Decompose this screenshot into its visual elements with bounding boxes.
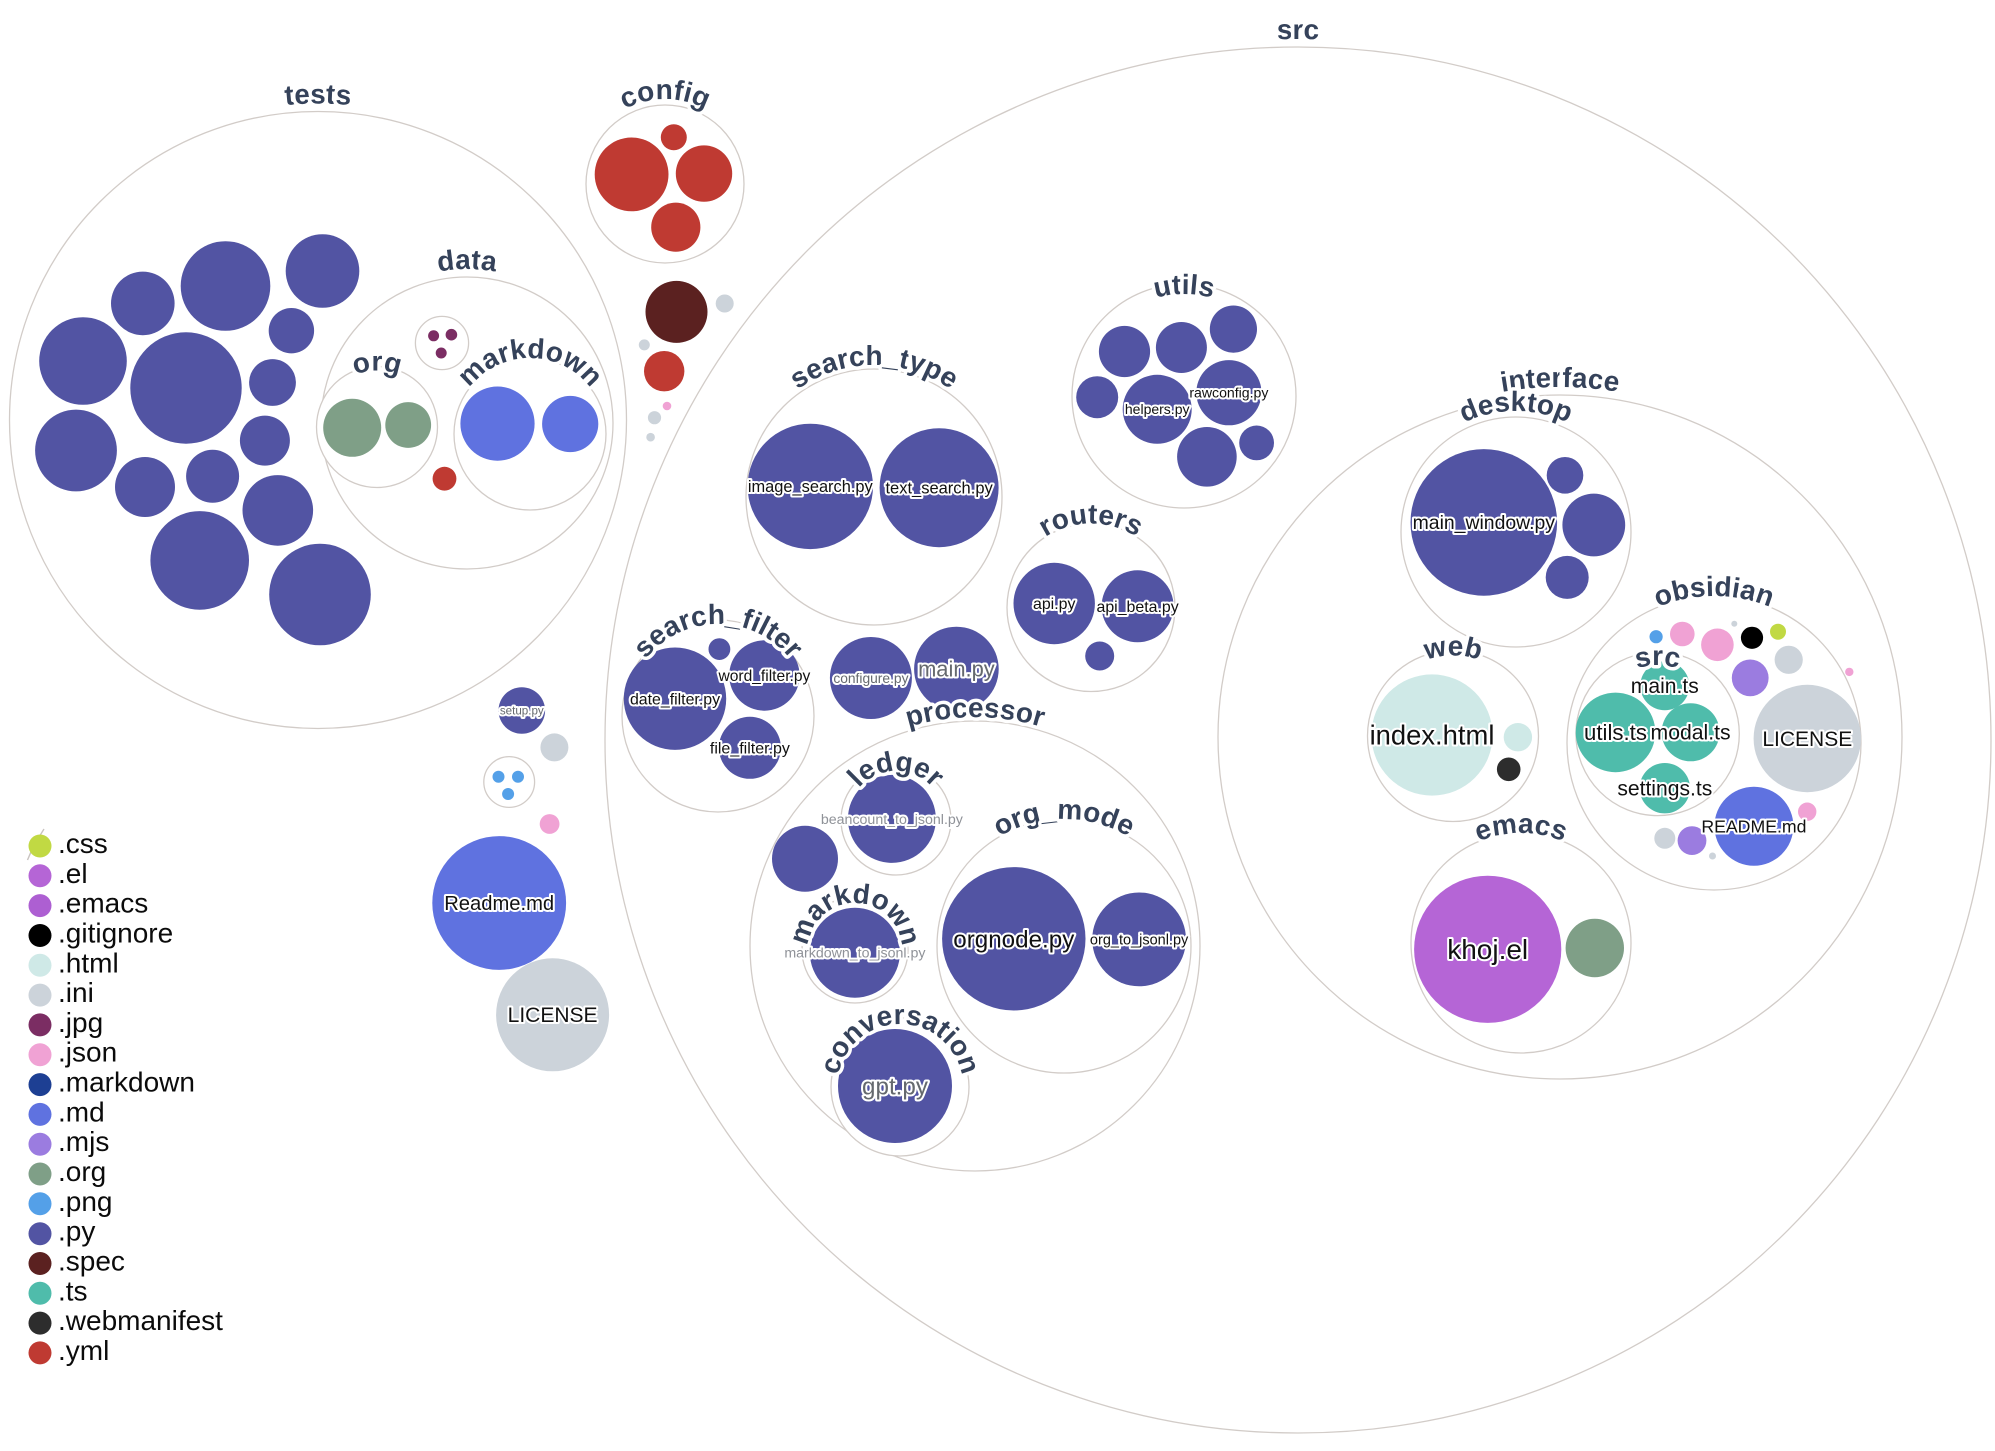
svg-text:orgnode.py: orgnode.py: [953, 926, 1075, 953]
svg-text:.emacs: .emacs: [58, 888, 148, 919]
svg-text:tests: tests: [283, 79, 352, 112]
svg-text:Readme.md: Readme.md: [444, 893, 554, 915]
svg-text:file_filter.py: file_filter.py: [710, 740, 790, 757]
svg-text:.org: .org: [58, 1156, 106, 1187]
svg-text:api_beta.py: api_beta.py: [1097, 599, 1179, 616]
svg-text:date_filter.py: date_filter.py: [630, 691, 720, 708]
svg-text:.py: .py: [58, 1216, 95, 1247]
svg-text:rawconfig.py: rawconfig.py: [1189, 385, 1269, 401]
svg-text:.ts: .ts: [58, 1275, 88, 1306]
svg-text:settings.ts: settings.ts: [1617, 778, 1712, 801]
svg-text:.ini: .ini: [58, 977, 94, 1008]
svg-text:api.py: api.py: [1033, 596, 1075, 613]
svg-text:helpers.py: helpers.py: [1125, 401, 1190, 417]
svg-text:.gitignore: .gitignore: [58, 918, 173, 949]
svg-text:data: data: [435, 244, 499, 278]
svg-text:src: src: [1632, 640, 1683, 674]
svg-text:web: web: [1420, 630, 1485, 665]
svg-text:.png: .png: [58, 1186, 113, 1217]
svg-text:main_window.py: main_window.py: [1413, 512, 1556, 534]
svg-text:main.ts: main.ts: [1631, 675, 1699, 698]
svg-text:word_filter.py: word_filter.py: [717, 668, 810, 685]
svg-text:.mjs: .mjs: [58, 1126, 109, 1157]
svg-text:.json: .json: [58, 1037, 117, 1068]
svg-text:.md: .md: [58, 1096, 105, 1127]
svg-text:LICENSE: LICENSE: [508, 1004, 598, 1027]
svg-text:.el: .el: [58, 858, 88, 889]
svg-text:gpt.py: gpt.py: [862, 1073, 929, 1100]
svg-text:markdown_to_jsonl.py: markdown_to_jsonl.py: [784, 946, 926, 962]
svg-text:main.py: main.py: [918, 657, 995, 682]
svg-text:org_to_jsonl.py: org_to_jsonl.py: [1090, 932, 1189, 948]
svg-text:README.md: README.md: [1701, 816, 1806, 836]
svg-text:text_search.py: text_search.py: [885, 479, 993, 497]
svg-text:image_search.py: image_search.py: [748, 478, 874, 496]
svg-text:index.html: index.html: [1370, 720, 1495, 751]
svg-text:LICENSE: LICENSE: [1762, 728, 1852, 751]
svg-text:configure.py: configure.py: [833, 671, 908, 686]
svg-text:utils: utils: [1151, 269, 1218, 304]
svg-text:.yml: .yml: [58, 1335, 109, 1366]
svg-text:.webmanifest: .webmanifest: [58, 1305, 223, 1336]
svg-text:interface: interface: [1498, 362, 1622, 398]
svg-text:setup.py: setup.py: [500, 705, 544, 718]
svg-text:modal.ts: modal.ts: [1651, 722, 1731, 745]
svg-text:beancount_to_jsonl.py: beancount_to_jsonl.py: [821, 812, 964, 828]
svg-text:.jpg: .jpg: [58, 1007, 103, 1038]
svg-text:utils.ts: utils.ts: [1584, 720, 1647, 745]
svg-text:.css: .css: [58, 828, 108, 859]
svg-text:org: org: [349, 345, 405, 380]
svg-text:src: src: [1277, 14, 1320, 45]
svg-text:khoj.el: khoj.el: [1447, 934, 1528, 965]
svg-text:.html: .html: [58, 947, 119, 978]
svg-text:.markdown: .markdown: [58, 1067, 195, 1098]
svg-text:.spec: .spec: [58, 1246, 125, 1277]
